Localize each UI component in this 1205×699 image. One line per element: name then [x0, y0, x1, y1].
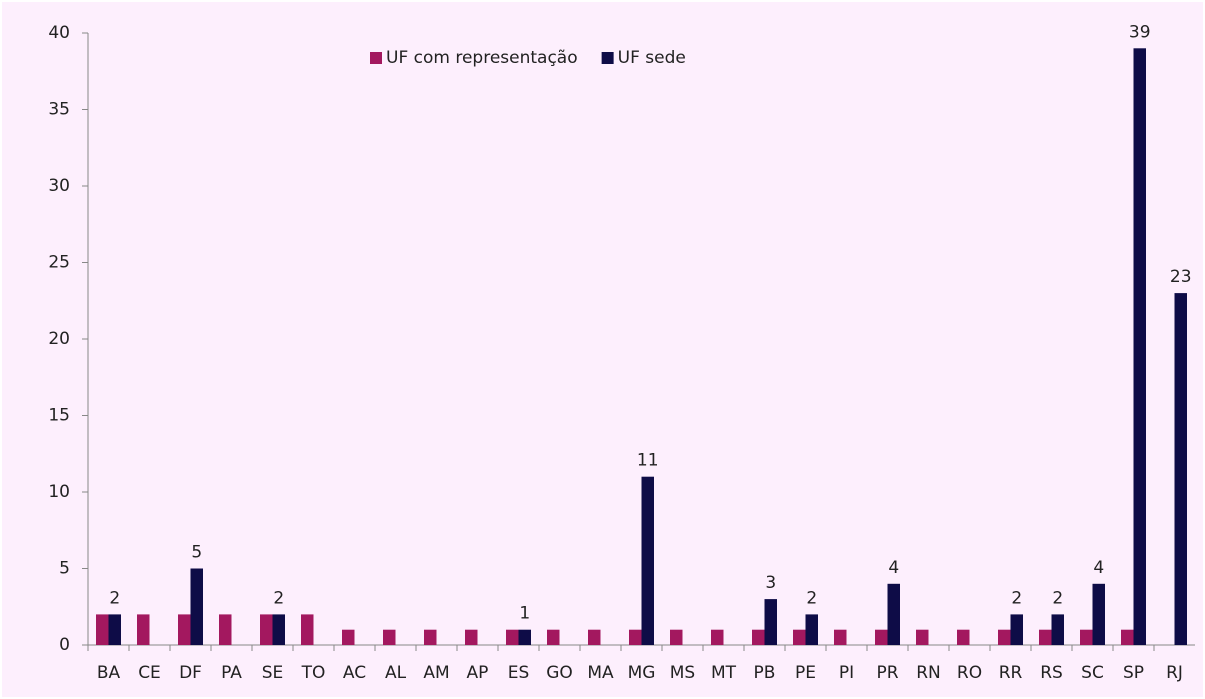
- legend-swatch: [601, 52, 614, 64]
- data-label: 2: [1052, 588, 1063, 608]
- x-tick-label: PA: [221, 663, 242, 683]
- bar: [670, 629, 683, 645]
- bar: [383, 629, 396, 645]
- x-tick-label: ES: [508, 663, 530, 683]
- x-tick-label: PB: [754, 663, 776, 683]
- bar: [190, 568, 203, 645]
- x-tick-label: DF: [179, 663, 202, 683]
- bar: [137, 614, 150, 645]
- data-label: 5: [191, 543, 202, 563]
- data-label: 2: [273, 588, 284, 608]
- data-label: 4: [1093, 558, 1104, 578]
- x-tick-label: SP: [1123, 663, 1144, 683]
- bar: [998, 629, 1011, 645]
- x-tick-label: RJ: [1166, 663, 1183, 683]
- x-tick-label: MG: [628, 663, 656, 683]
- bar: [518, 629, 531, 645]
- bar: [424, 629, 437, 645]
- bar: [219, 614, 232, 645]
- bar: [465, 629, 478, 645]
- x-tick-label: PE: [795, 663, 816, 683]
- x-tick-label: GO: [546, 663, 573, 683]
- bar: [506, 629, 519, 645]
- bar: [260, 614, 273, 645]
- bar: [301, 614, 314, 645]
- y-tick-label: 20: [48, 329, 70, 349]
- x-tick-label: MA: [587, 663, 614, 683]
- x-tick-label: AP: [467, 663, 489, 683]
- data-label: 11: [637, 451, 659, 471]
- x-tick-label: MS: [670, 663, 695, 683]
- y-tick-label: 15: [48, 406, 70, 426]
- x-tick-label: AL: [385, 663, 407, 683]
- y-tick-label: 0: [59, 635, 70, 655]
- y-tick-label: 10: [48, 482, 70, 502]
- data-label: 4: [888, 558, 899, 578]
- x-tick-label: RN: [916, 663, 941, 683]
- bar: [752, 629, 765, 645]
- bar: [916, 629, 929, 645]
- bar: [887, 583, 900, 645]
- bar: [957, 629, 970, 645]
- bar: [272, 614, 285, 645]
- x-tick-label: RR: [999, 663, 1023, 683]
- bar: [629, 629, 642, 645]
- bar: [1051, 614, 1064, 645]
- x-tick-label: BA: [97, 663, 121, 683]
- x-tick-label: AM: [423, 663, 449, 683]
- data-label: 3: [765, 573, 776, 593]
- bar: [711, 629, 724, 645]
- bar: [1080, 629, 1093, 645]
- y-tick-label: 5: [59, 559, 70, 579]
- bar: [805, 614, 818, 645]
- bar: [834, 629, 847, 645]
- bar: [96, 614, 109, 645]
- x-tick-label: PI: [839, 663, 854, 683]
- bar: [1133, 48, 1146, 646]
- bar: [793, 629, 806, 645]
- data-label: 1: [519, 604, 530, 624]
- x-tick-label: RS: [1040, 663, 1063, 683]
- bar: [178, 614, 191, 645]
- x-tick-label: PR: [876, 663, 898, 683]
- bar: [1121, 629, 1134, 645]
- bar: [588, 629, 601, 645]
- bar: [342, 629, 355, 645]
- x-tick-label: CE: [138, 663, 161, 683]
- bar: [1010, 614, 1023, 645]
- legend-swatch: [370, 52, 382, 64]
- y-tick-label: 30: [48, 176, 70, 196]
- bar: [108, 614, 121, 645]
- data-label: 39: [1129, 22, 1151, 42]
- x-tick-label: AC: [343, 663, 366, 683]
- bar: [1174, 293, 1187, 645]
- bar: [764, 599, 777, 645]
- y-tick-label: 35: [48, 100, 70, 120]
- data-label: 2: [806, 588, 817, 608]
- legend-label: UF com representação: [386, 48, 578, 68]
- x-tick-label: SE: [262, 663, 284, 683]
- bar: [1092, 583, 1105, 645]
- x-tick-label: MT: [711, 663, 737, 683]
- x-tick-label: TO: [301, 663, 326, 683]
- bar: [641, 476, 654, 645]
- data-label: 2: [109, 588, 120, 608]
- bar: [875, 629, 888, 645]
- y-tick-label: 40: [48, 23, 70, 43]
- data-label: 23: [1170, 267, 1192, 287]
- y-tick-label: 25: [48, 253, 70, 273]
- bar: [1039, 629, 1052, 645]
- x-tick-label: RO: [957, 663, 982, 683]
- bar: [547, 629, 560, 645]
- data-label: 2: [1011, 588, 1022, 608]
- x-tick-label: SC: [1081, 663, 1104, 683]
- legend-label: UF sede: [618, 48, 686, 68]
